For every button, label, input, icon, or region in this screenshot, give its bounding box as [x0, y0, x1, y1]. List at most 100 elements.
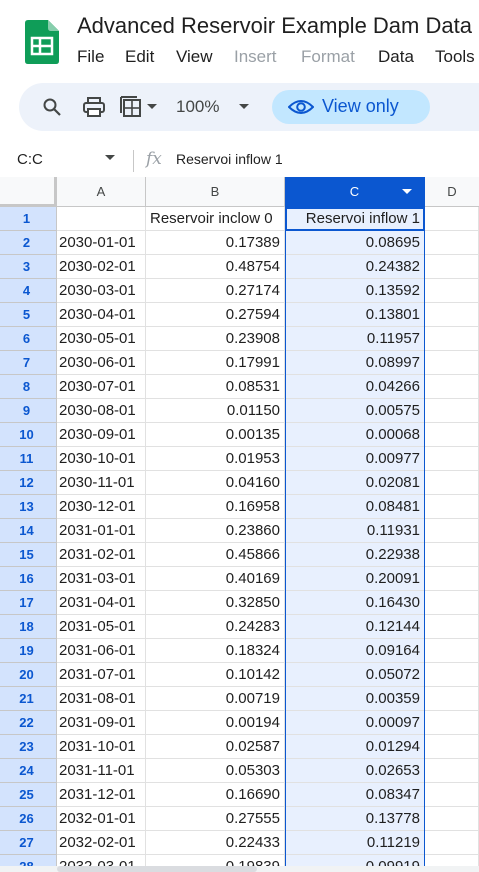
cell-a[interactable]: 2030-06-01: [57, 351, 146, 375]
cell-d[interactable]: [425, 279, 479, 303]
cell-c[interactable]: 0.11957: [285, 327, 425, 351]
cell-a[interactable]: 2030-09-01: [57, 423, 146, 447]
cell-c[interactable]: 0.08997: [285, 351, 425, 375]
row-header[interactable]: 19: [0, 639, 57, 663]
cell-d[interactable]: [425, 687, 479, 711]
menu-edit[interactable]: Edit: [125, 47, 155, 66]
row-header[interactable]: 16: [0, 567, 57, 591]
cell-b[interactable]: 0.40169: [146, 567, 285, 591]
cell-c[interactable]: 0.00575: [285, 399, 425, 423]
cell-b[interactable]: 0.17991: [146, 351, 285, 375]
cell-c[interactable]: Reservoi inflow 1: [285, 207, 425, 231]
cell-a[interactable]: 2030-04-01: [57, 303, 146, 327]
cell-d[interactable]: [425, 567, 479, 591]
cell-d[interactable]: [425, 807, 479, 831]
cell-a[interactable]: 2031-08-01: [57, 687, 146, 711]
cell-b[interactable]: 0.01953: [146, 447, 285, 471]
row-header[interactable]: 10: [0, 423, 57, 447]
cell-d[interactable]: [425, 495, 479, 519]
cell-b[interactable]: 0.00719: [146, 687, 285, 711]
cell-b[interactable]: 0.27594: [146, 303, 285, 327]
cell-a[interactable]: 2030-03-01: [57, 279, 146, 303]
cell-b[interactable]: 0.17389: [146, 231, 285, 255]
cell-a[interactable]: 2031-05-01: [57, 615, 146, 639]
spreadsheet-grid[interactable]: A B C D 1 Reservoir inclow 0 Reservoi infl…: [0, 177, 479, 872]
cell-b[interactable]: 0.16958: [146, 495, 285, 519]
cell-c[interactable]: 0.09164: [285, 639, 425, 663]
column-header-a[interactable]: A: [57, 177, 146, 207]
row-header[interactable]: 24: [0, 759, 57, 783]
cell-d[interactable]: [425, 303, 479, 327]
cell-d[interactable]: [425, 231, 479, 255]
cell-d[interactable]: [425, 663, 479, 687]
name-box[interactable]: C:C: [17, 151, 43, 168]
cell-b[interactable]: 0.45866: [146, 543, 285, 567]
column-header-d[interactable]: D: [425, 177, 479, 207]
cell-c[interactable]: 0.02653: [285, 759, 425, 783]
cell-c[interactable]: 0.00068: [285, 423, 425, 447]
cell-c[interactable]: 0.13778: [285, 807, 425, 831]
row-header[interactable]: 23: [0, 735, 57, 759]
row-header[interactable]: 5: [0, 303, 57, 327]
cell-d[interactable]: [425, 351, 479, 375]
cell-b[interactable]: 0.23860: [146, 519, 285, 543]
cell-a[interactable]: 2031-01-01: [57, 519, 146, 543]
cell-c[interactable]: 0.22938: [285, 543, 425, 567]
zoom-select[interactable]: 100%: [176, 83, 250, 131]
cell-b[interactable]: 0.24283: [146, 615, 285, 639]
cell-c[interactable]: 0.08695: [285, 231, 425, 255]
cell-c[interactable]: 0.01294: [285, 735, 425, 759]
cell-d[interactable]: [425, 399, 479, 423]
cell-b[interactable]: 0.08531: [146, 375, 285, 399]
cell-b[interactable]: 0.00194: [146, 711, 285, 735]
horizontal-scrollbar-thumb[interactable]: [57, 866, 257, 872]
row-header[interactable]: 6: [0, 327, 57, 351]
cell-b[interactable]: 0.27174: [146, 279, 285, 303]
cell-b[interactable]: 0.22433: [146, 831, 285, 855]
cell-a[interactable]: 2032-02-01: [57, 831, 146, 855]
cell-a[interactable]: 2030-10-01: [57, 447, 146, 471]
chevron-down-icon[interactable]: [402, 189, 412, 195]
row-header[interactable]: 4: [0, 279, 57, 303]
cell-b[interactable]: 0.27555: [146, 807, 285, 831]
cell-d[interactable]: [425, 615, 479, 639]
cell-b[interactable]: 0.32850: [146, 591, 285, 615]
cell-a[interactable]: 2030-02-01: [57, 255, 146, 279]
cell-c[interactable]: 0.00977: [285, 447, 425, 471]
cell-a[interactable]: 2031-03-01: [57, 567, 146, 591]
screenshot-dropdown-button[interactable]: [120, 83, 158, 131]
cell-a[interactable]: 2030-08-01: [57, 399, 146, 423]
cell-a[interactable]: 2030-11-01: [57, 471, 146, 495]
cell-d[interactable]: [425, 447, 479, 471]
row-header[interactable]: 17: [0, 591, 57, 615]
cell-c[interactable]: 0.20091: [285, 567, 425, 591]
row-header[interactable]: 12: [0, 471, 57, 495]
row-header[interactable]: 8: [0, 375, 57, 399]
row-header[interactable]: 20: [0, 663, 57, 687]
cell-c[interactable]: 0.13801: [285, 303, 425, 327]
cell-d[interactable]: [425, 783, 479, 807]
row-header[interactable]: 1: [0, 207, 57, 231]
view-only-button[interactable]: View only: [272, 90, 430, 124]
cell-a[interactable]: [57, 207, 146, 231]
cell-c[interactable]: 0.00097: [285, 711, 425, 735]
column-header-b[interactable]: B: [146, 177, 285, 207]
print-button[interactable]: [83, 83, 105, 131]
cell-d[interactable]: [425, 591, 479, 615]
column-header-c[interactable]: C: [285, 177, 425, 207]
cell-a[interactable]: 2032-01-01: [57, 807, 146, 831]
row-header[interactable]: 9: [0, 399, 57, 423]
row-header[interactable]: 13: [0, 495, 57, 519]
formula-input[interactable]: Reservoi inflow 1: [176, 151, 283, 167]
cell-b[interactable]: Reservoir inclow 0: [146, 207, 285, 231]
cell-b[interactable]: 0.05303: [146, 759, 285, 783]
cell-a[interactable]: 2031-10-01: [57, 735, 146, 759]
cell-c[interactable]: 0.16430: [285, 591, 425, 615]
search-menus-button[interactable]: [42, 83, 62, 131]
cell-a[interactable]: 2031-12-01: [57, 783, 146, 807]
cell-c[interactable]: 0.08481: [285, 495, 425, 519]
cell-d[interactable]: [425, 735, 479, 759]
cell-d[interactable]: [425, 759, 479, 783]
cell-c[interactable]: 0.11931: [285, 519, 425, 543]
cell-a[interactable]: 2030-05-01: [57, 327, 146, 351]
